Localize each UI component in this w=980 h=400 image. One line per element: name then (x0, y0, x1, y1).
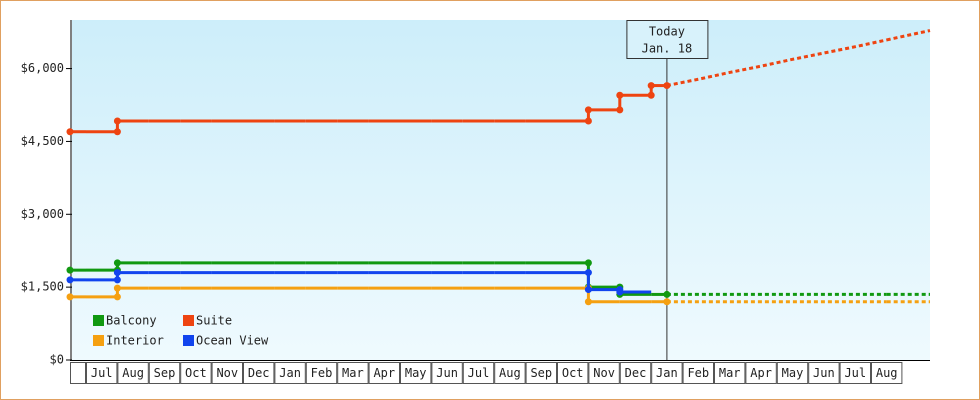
x-cell (776, 362, 809, 384)
point (616, 106, 624, 114)
x-cell (557, 362, 589, 384)
point (113, 269, 121, 277)
point (584, 298, 592, 306)
x-tick-label: Mar (719, 366, 741, 380)
x-cell (431, 362, 463, 384)
x-cell (494, 362, 526, 384)
x-tick-label: Feb (687, 366, 709, 380)
series (66, 29, 931, 136)
point (647, 91, 655, 99)
x-cell (180, 362, 212, 384)
today-date: Jan. 18 (642, 42, 693, 56)
point (113, 284, 121, 292)
x-cell (714, 362, 746, 384)
x-cell (117, 362, 149, 384)
x-tick-label: Jan (279, 366, 301, 380)
legend-swatch (93, 315, 104, 326)
x-cell (651, 362, 683, 384)
x-tick-label: Oct (185, 366, 207, 380)
point (584, 259, 592, 267)
x-cell (745, 362, 777, 384)
x-tick-label: Oct (562, 366, 584, 380)
x-tick-label: Aug (499, 366, 521, 380)
point (616, 288, 624, 296)
plot-area (72, 20, 930, 360)
x-cell (839, 362, 871, 384)
y-tick-label: $0 (50, 353, 64, 367)
x-cell (808, 362, 840, 384)
x-tick-label: Apr (750, 366, 772, 380)
y-tick-label: $6,000 (21, 61, 64, 75)
legend-label: Interior (106, 334, 164, 348)
x-tick-label: Jun (436, 366, 458, 380)
point (66, 128, 74, 136)
y-tick-label: $4,500 (21, 134, 64, 148)
x-tick-label: Feb (311, 366, 333, 380)
x-tick-label: Jul (844, 366, 866, 380)
series (66, 269, 652, 296)
x-tick-label: Nov (593, 366, 615, 380)
point (66, 266, 74, 274)
point (584, 117, 592, 125)
x-tick-label: Aug (122, 366, 144, 380)
point (584, 286, 592, 294)
point (584, 106, 592, 114)
x-cell (682, 362, 714, 384)
x-cell (211, 362, 244, 384)
x-tick-label: Dec (248, 366, 270, 380)
x-cell (462, 362, 495, 384)
x-cell (337, 362, 369, 384)
x-cell (525, 362, 557, 384)
x-tick-label: Jul (91, 366, 113, 380)
x-tick-label: Jul (468, 366, 490, 380)
x-cell (86, 362, 118, 384)
legend-label: Suite (196, 314, 232, 328)
legend-swatch (183, 335, 194, 346)
x-tick-label: Dec (625, 366, 647, 380)
x-tick-label: Jun (813, 366, 835, 380)
x-cell (305, 362, 338, 384)
x-cell (400, 362, 432, 384)
x-tick-label: May (782, 366, 804, 380)
point (113, 259, 121, 267)
x-tick-label: May (405, 366, 427, 380)
x-tick-label: Sep (530, 366, 552, 380)
point (66, 293, 74, 301)
legend-swatch (183, 315, 194, 326)
projection (666, 38, 888, 88)
legend-swatch (93, 335, 104, 346)
point (113, 276, 121, 284)
point (113, 128, 121, 136)
x-cell (619, 362, 652, 384)
x-cell (70, 362, 86, 384)
x-tick-label: Apr (373, 366, 395, 380)
point (66, 276, 74, 284)
today-box (626, 20, 709, 59)
point (584, 269, 592, 277)
x-cell (148, 362, 181, 384)
y-tick-label: $1,500 (21, 280, 64, 294)
x-cell (243, 362, 275, 384)
x-tick-label: Mar (342, 366, 364, 380)
legend-label: Balcony (106, 314, 157, 328)
projection-tail (886, 29, 931, 42)
x-tick-label: Jan (656, 366, 678, 380)
point (616, 91, 624, 99)
series (66, 284, 930, 306)
x-cell (588, 362, 620, 384)
x-cell (274, 362, 306, 384)
x-cell (871, 362, 903, 384)
legend-label: Ocean View (196, 334, 269, 348)
point (647, 82, 655, 90)
y-tick-label: $3,000 (21, 207, 64, 221)
x-tick-label: Nov (216, 366, 238, 380)
x-tick-label: Sep (154, 366, 176, 380)
x-tick-label: Aug (876, 366, 898, 380)
point (113, 293, 121, 301)
today-label: Today (649, 25, 685, 39)
x-cell (368, 362, 401, 384)
point (113, 117, 121, 125)
